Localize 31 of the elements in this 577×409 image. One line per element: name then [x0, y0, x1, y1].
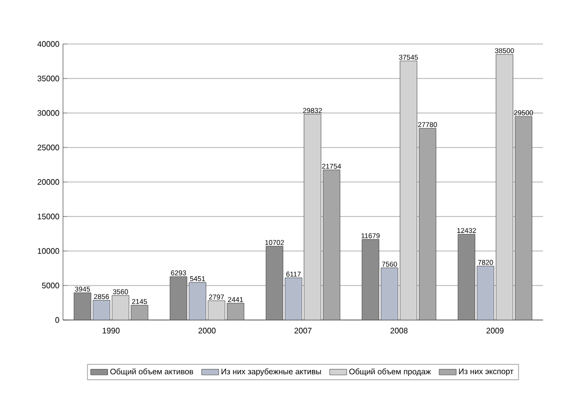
bar — [284, 278, 302, 320]
y-tick-label: 5000 — [42, 282, 60, 288]
x-tick-label: 2000 — [198, 328, 216, 334]
bar — [92, 300, 110, 320]
x-tick-label: 2009 — [486, 328, 504, 334]
bar — [514, 116, 532, 320]
bar — [496, 54, 514, 320]
y-tick-label: 10000 — [38, 248, 60, 254]
bar — [208, 300, 226, 320]
y-tick-label: 30000 — [38, 110, 60, 116]
bar — [418, 128, 436, 320]
x-tick-label: 2007 — [294, 328, 312, 334]
legend-label: Из них экспорт — [459, 368, 514, 376]
bar — [322, 170, 340, 320]
y-tick-label: 20000 — [38, 179, 60, 185]
y-tick-label: 0 — [55, 317, 60, 323]
bar — [380, 268, 398, 320]
x-tick-label: 2008 — [390, 328, 408, 334]
y-tick-label: 25000 — [38, 144, 60, 150]
y-tick-label: 40000 — [37, 41, 60, 47]
y-tick-label: 35000 — [38, 76, 60, 82]
bar — [112, 295, 130, 320]
bar — [188, 282, 206, 320]
legend-label: Из них зарубежные активы — [222, 368, 321, 376]
bar — [304, 114, 322, 320]
bar — [476, 266, 494, 320]
legend-label: Общий объем активов — [110, 368, 194, 376]
bar — [400, 60, 418, 320]
x-tick-label: 1990 — [102, 328, 120, 334]
legend-label: Общий объем продаж — [349, 368, 431, 376]
y-tick-label: 15000 — [38, 214, 60, 220]
